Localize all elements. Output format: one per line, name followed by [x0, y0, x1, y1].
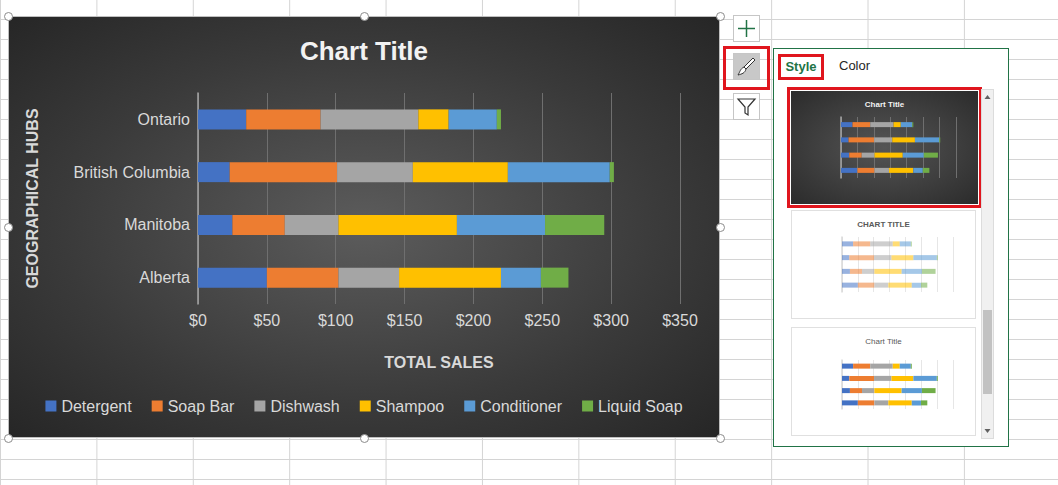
svg-text:GEOGRAPHICAL HUBS: GEOGRAPHICAL HUBS: [24, 108, 41, 288]
svg-text:Manitoba: Manitoba: [124, 216, 190, 233]
svg-text:Soap Bar: Soap Bar: [168, 398, 235, 415]
svg-text:British Columbia: British Columbia: [74, 164, 191, 181]
svg-text:$150: $150: [387, 312, 423, 329]
svg-text:$250: $250: [524, 312, 560, 329]
svg-text:$350: $350: [662, 312, 698, 329]
svg-text:Shampoo: Shampoo: [376, 398, 445, 415]
svg-text:$200: $200: [456, 312, 492, 329]
svg-text:Chart Title: Chart Title: [300, 36, 428, 66]
svg-text:Ontario: Ontario: [138, 111, 191, 128]
svg-text:Chart Title: Chart Title: [865, 100, 905, 109]
svg-text:$50: $50: [254, 312, 281, 329]
svg-text:Detergent: Detergent: [61, 398, 132, 415]
svg-text:TOTAL SALES: TOTAL SALES: [384, 354, 494, 371]
html-text:Color: Color: [839, 58, 871, 73]
svg-text:Liquid Soap: Liquid Soap: [598, 398, 683, 415]
svg-text:Conditioner: Conditioner: [480, 398, 563, 415]
svg-text:$0: $0: [189, 312, 207, 329]
html-text:Style: Style: [785, 59, 817, 74]
svg-text:$300: $300: [593, 312, 629, 329]
svg-text:$100: $100: [318, 312, 354, 329]
svg-text:Chart Title: Chart Title: [865, 337, 902, 346]
svg-text:Alberta: Alberta: [139, 269, 190, 286]
svg-text:CHART TITLE: CHART TITLE: [857, 220, 910, 229]
svg-text:Dishwash: Dishwash: [270, 398, 339, 415]
